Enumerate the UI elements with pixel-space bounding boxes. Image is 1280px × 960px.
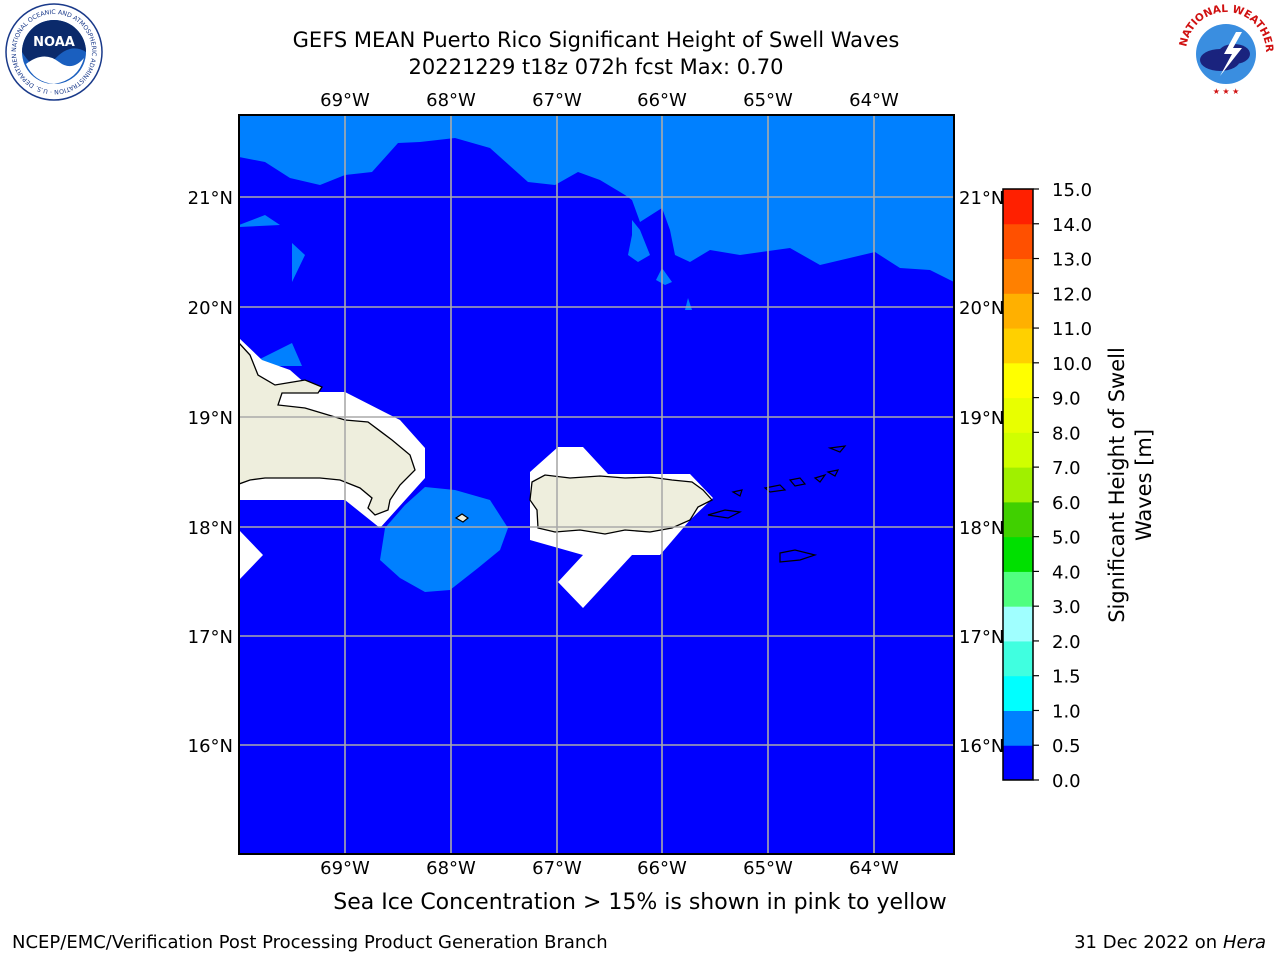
colorbar-band	[1003, 328, 1033, 364]
colorbar-band	[1003, 397, 1033, 433]
colorbar-label-line1: Significant Height of Swell	[1105, 347, 1129, 623]
lon-label-bottom: 68°W	[426, 858, 476, 879]
footer-credit: NCEP/EMC/Verification Post Processing Pr…	[12, 932, 608, 953]
lat-label-left: 17°N	[188, 627, 233, 648]
lon-label-top: 66°W	[637, 90, 687, 111]
lon-label-top: 65°W	[743, 90, 793, 111]
colorbar-band	[1003, 710, 1033, 746]
lon-label-top: 68°W	[426, 90, 476, 111]
colorbar-tick-label: 8.0	[1052, 423, 1081, 444]
lon-label-top: 67°W	[532, 90, 582, 111]
colorbar: 0.0 0.5 1.0 1.5 2.0 3.0 4.0 5.0 6.0 7.0 8.0 9.0 10.0…	[1002, 180, 1092, 792]
colorbar-band	[1003, 362, 1033, 399]
colorbar-tick-label: 14.0	[1052, 215, 1092, 236]
lon-label-top: 64°W	[849, 90, 899, 111]
lon-label-bottom: 66°W	[637, 858, 687, 879]
colorbar-tick-label: 0.0	[1052, 771, 1081, 792]
colorbar-band	[1003, 745, 1033, 781]
colorbar-band	[1003, 536, 1033, 572]
colorbar-tick-label: 4.0	[1052, 562, 1081, 583]
colorbar-tick-label: 7.0	[1052, 458, 1081, 479]
colorbar-tick-label: 6.0	[1052, 493, 1081, 514]
colorbar-band	[1003, 258, 1033, 294]
lat-label-left: 20°N	[188, 298, 233, 319]
colorbar-tick-label: 0.5	[1052, 736, 1081, 757]
ocean-swell-band-north	[239, 115, 954, 282]
hispaniola-land	[239, 342, 416, 516]
lat-label-right: 18°N	[959, 518, 1004, 539]
map-frame	[238, 114, 955, 855]
colorbar-band	[1003, 467, 1033, 503]
colorbar-band	[1003, 189, 1033, 225]
colorbar-band	[1003, 501, 1033, 538]
colorbar-label-line2: Waves [m]	[1132, 429, 1156, 541]
sea-ice-caption: Sea Ice Concentration > 15% is shown in …	[333, 890, 947, 915]
colorbar-tick-label: 2.0	[1052, 632, 1081, 653]
colorbar-tick-label: 9.0	[1052, 389, 1081, 410]
nws-logo: NATIONAL WEATHER SERVICE ★ ★ ★	[1176, 2, 1275, 100]
lon-label-bottom: 64°W	[849, 858, 899, 879]
noaa-logo: NATIONAL OCEANIC AND ATMOSPHERIC ADMINIS…	[4, 2, 103, 101]
lon-label-bottom: 69°W	[320, 858, 370, 879]
graticule	[239, 115, 954, 854]
colorbar-tick-label: 12.0	[1052, 284, 1092, 305]
colorbar-band	[1003, 223, 1033, 260]
lat-label-right: 17°N	[959, 627, 1004, 648]
colorbar-band	[1003, 432, 1033, 468]
footer-date: 31 Dec 2022 on Hera	[1074, 932, 1266, 953]
colorbar-band	[1003, 675, 1033, 711]
lat-label-left: 16°N	[188, 736, 233, 757]
colorbar-tick-label: 5.0	[1052, 528, 1081, 549]
colorbar-band	[1003, 606, 1033, 642]
colorbar-tick-label: 1.5	[1052, 667, 1081, 688]
lat-label-left: 18°N	[188, 518, 233, 539]
colorbar-tick-label: 1.0	[1052, 701, 1081, 722]
lon-label-bottom: 65°W	[743, 858, 793, 879]
lat-label-left: 21°N	[188, 188, 233, 209]
lat-label-left: 19°N	[188, 408, 233, 429]
lat-label-right: 21°N	[959, 188, 1004, 209]
svg-text:★ ★ ★: ★ ★ ★	[1213, 87, 1240, 96]
colorbar-tick-label: 10.0	[1052, 354, 1092, 375]
footer-host: Hera	[1222, 932, 1266, 953]
noaa-label: NOAA	[33, 35, 75, 50]
colorbar-tick-label: 13.0	[1052, 250, 1092, 271]
lat-label-right: 16°N	[959, 736, 1004, 757]
colorbar-tick-label: 15.0	[1052, 180, 1092, 201]
footer-date-text: 31 Dec 2022 on	[1074, 932, 1218, 953]
map-panel	[239, 115, 954, 854]
lat-label-right: 20°N	[959, 298, 1004, 319]
colorbar-band	[1003, 640, 1033, 677]
chart-title: GEFS MEAN Puerto Rico Significant Height…	[292, 28, 900, 52]
puerto-rico-land	[529, 474, 714, 535]
colorbar-tick-label: 3.0	[1052, 597, 1081, 618]
ocean-swell-band-mona	[380, 487, 508, 592]
lat-label-right: 19°N	[959, 408, 1004, 429]
colorbar-tick-label: 11.0	[1052, 319, 1092, 340]
lon-label-top: 69°W	[320, 90, 370, 111]
chart-subtitle: 20221229 t18z 072h fcst Max: 0.70	[408, 55, 784, 79]
colorbar-frame	[1002, 188, 1034, 781]
colorbar-band	[1003, 571, 1033, 607]
lon-label-bottom: 67°W	[532, 858, 582, 879]
colorbar-band	[1003, 293, 1033, 329]
